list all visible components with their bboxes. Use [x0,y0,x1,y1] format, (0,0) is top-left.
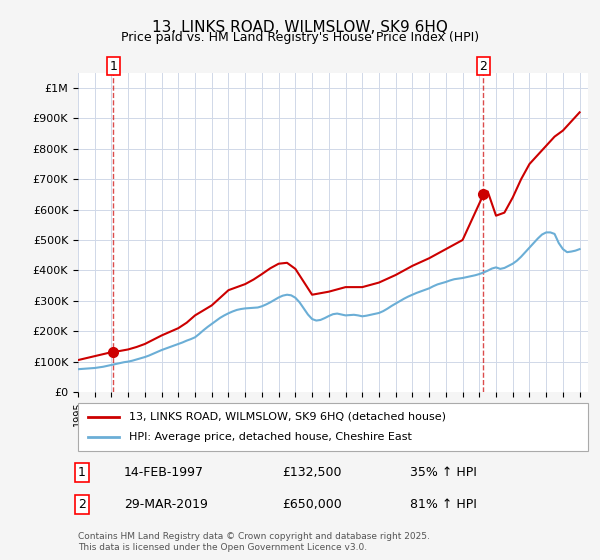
Text: Contains HM Land Registry data © Crown copyright and database right 2025.
This d: Contains HM Land Registry data © Crown c… [78,532,430,552]
Text: HPI: Average price, detached house, Cheshire East: HPI: Average price, detached house, Ches… [129,432,412,442]
Text: 29-MAR-2019: 29-MAR-2019 [124,498,208,511]
Text: 13, LINKS ROAD, WILMSLOW, SK9 6HQ: 13, LINKS ROAD, WILMSLOW, SK9 6HQ [152,20,448,35]
Text: 13, LINKS ROAD, WILMSLOW, SK9 6HQ (detached house): 13, LINKS ROAD, WILMSLOW, SK9 6HQ (detac… [129,412,446,422]
FancyBboxPatch shape [78,403,588,451]
Text: 35% ↑ HPI: 35% ↑ HPI [409,466,476,479]
Text: 1: 1 [110,60,118,73]
Text: Price paid vs. HM Land Registry's House Price Index (HPI): Price paid vs. HM Land Registry's House … [121,31,479,44]
Text: £650,000: £650,000 [282,498,342,511]
Text: 2: 2 [479,60,487,73]
Text: 81% ↑ HPI: 81% ↑ HPI [409,498,476,511]
Text: 1: 1 [78,466,86,479]
Text: £132,500: £132,500 [282,466,341,479]
Text: 2: 2 [78,498,86,511]
Text: 14-FEB-1997: 14-FEB-1997 [124,466,204,479]
